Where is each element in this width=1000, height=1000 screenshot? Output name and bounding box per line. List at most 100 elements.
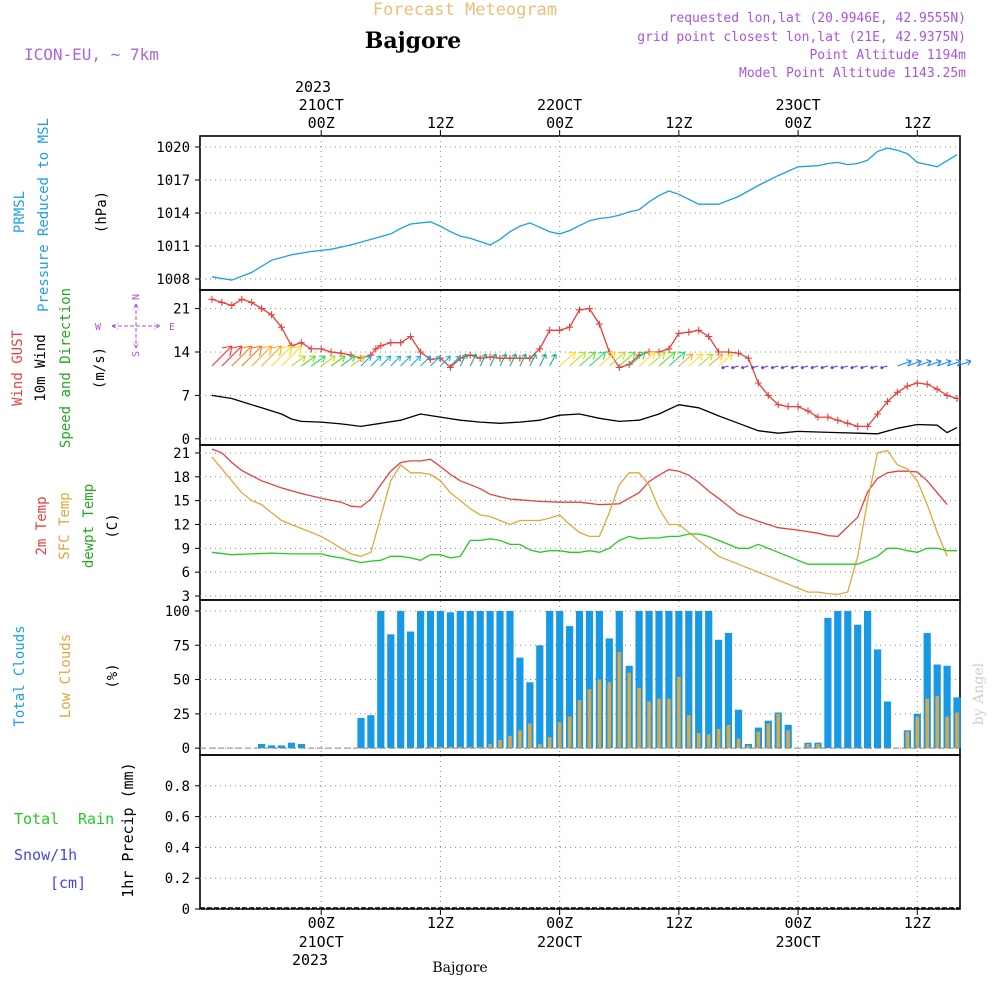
total-cloud-bar [844, 611, 852, 749]
wind-gust-marker [854, 422, 862, 430]
total-cloud-bar [446, 612, 454, 749]
wind-direction-arrow [549, 353, 557, 367]
wind-direction-arrow [608, 351, 626, 367]
low-cloud-bar [647, 701, 651, 749]
wind-gust-marker [784, 403, 792, 411]
wind-unit: (m/s) [92, 347, 108, 389]
wind-gust-marker [814, 413, 822, 421]
wind-y-tick-label: 7 [182, 388, 190, 404]
wind-direction-arrow [360, 355, 372, 367]
total-cloud-bar [426, 611, 435, 749]
wind-direction-arrow [718, 353, 734, 367]
wind-direction-arrow [628, 351, 646, 367]
bottom-hour-label: 00Z [546, 914, 573, 932]
low-cloud-bar [488, 744, 492, 749]
total-cloud-bar [665, 611, 673, 749]
temperature-y-tick-label: 6 [182, 565, 190, 581]
requested-coords: requested lon,lat (20.9946E, 42.9555N) [669, 11, 966, 26]
total-cloud-bar [496, 611, 504, 749]
top-hour-label: 00Z [546, 114, 573, 132]
low-cloud-bar [905, 731, 910, 749]
precip-cm-label: [cm] [50, 874, 86, 892]
bottom-hour-label: 12Z [427, 914, 454, 932]
total-cloud-bar [685, 611, 693, 749]
low-cloud-bar [448, 746, 453, 749]
wind-gust-marker [874, 410, 882, 418]
wind-direction-arrow [698, 353, 714, 367]
wind-direction-arrow [927, 359, 942, 367]
clouds-y-tick-label: 25 [173, 707, 190, 723]
total-cloud-bar [695, 611, 703, 749]
bottom-hour-label: 12Z [665, 914, 692, 932]
wind-gust-marker [705, 333, 713, 340]
top-time-axis: 2023 [295, 78, 331, 96]
low-cloud-bar [776, 713, 780, 749]
compass-vertical-arrows [132, 303, 140, 349]
wind-gust-marker [397, 339, 405, 347]
wind-direction-arrow [519, 353, 528, 367]
total-cloud-bar [506, 611, 514, 749]
compass-w: W [95, 322, 102, 333]
wind-y-tick-label: 21 [173, 302, 190, 318]
data-marks [200, 147, 972, 909]
precipitation-y-tick-label: 0.8 [165, 779, 190, 795]
wind-direction-arrow [678, 353, 694, 367]
wind-gust-marker [248, 298, 256, 306]
low-cloud-bar [716, 728, 721, 749]
wind-direction-arrow [648, 351, 666, 367]
low-cloud-bar [528, 723, 532, 749]
wind-direction-arrow [850, 365, 858, 370]
low-cloud-bar [756, 731, 761, 749]
wind-direction-arrow [301, 355, 316, 367]
low-cloud-bar [726, 724, 731, 749]
low-cloud-bar [955, 712, 959, 749]
total-cloud-bar [277, 745, 286, 749]
wind-direction-arrow [830, 365, 838, 370]
wind-gust-marker [615, 364, 623, 371]
low-cloud-bar [736, 738, 741, 749]
wind-direction-arrow [370, 355, 382, 367]
wind-direction-arrow [489, 353, 498, 367]
total-cloud-bar [943, 665, 951, 749]
bottom-date-label: 21OCT [299, 933, 344, 951]
wind-gust-marker [526, 354, 534, 362]
low-cloud-bar [428, 746, 433, 749]
temp-labels: 2m Temp SFC Temp dewpt Temp (C) [34, 484, 121, 568]
precip-unit: 1hr Precip (mm) [119, 762, 137, 897]
wind-direction-arrow [569, 351, 587, 367]
wind-gust-marker [953, 395, 961, 402]
wind-gust-marker [675, 329, 683, 337]
total-cloud-bar [566, 626, 574, 749]
low-cloud-bar [806, 744, 810, 749]
grid-point-coords: grid point closest lon,lat (21E, 42.9375… [637, 30, 966, 45]
bottom-year: 2023 [292, 951, 328, 969]
wind-direction-arrow [760, 365, 769, 370]
temp-unit: (C) [105, 513, 121, 538]
top-hour-label: 00Z [785, 114, 812, 132]
wind-gust-marker [317, 345, 325, 353]
low-cloud-bar [786, 730, 790, 749]
precipitation-y-tick-label: 0.6 [165, 810, 190, 826]
temperature-panel-frame [199, 444, 961, 601]
pressure-y-tick-label: 1014 [156, 206, 190, 222]
total-cloud-bar [297, 744, 305, 749]
low-cloud-bar [508, 735, 512, 749]
wind-gust-marker [834, 416, 842, 424]
wind-10m-line [211, 394, 958, 435]
wind-gust-marker [665, 345, 673, 353]
pressure-y-tick-label: 1020 [156, 140, 190, 156]
top-hour-label: 12Z [665, 114, 692, 132]
wind-direction-arrow [800, 365, 809, 370]
wind-gust-marker [883, 398, 891, 406]
low-cloud-bar [667, 698, 671, 749]
wind-direction-arrow [261, 345, 283, 367]
top-hour-label: 12Z [904, 114, 931, 132]
wind-gust-marker [307, 345, 315, 353]
wind-direction-arrow [310, 355, 326, 367]
top-hour-label: 12Z [427, 114, 454, 132]
wind-direction-arrow [251, 345, 273, 367]
temperature-y-tick-label: 9 [182, 541, 190, 557]
wind-gust-marker [476, 354, 484, 362]
precipitation-panel-frame [199, 754, 961, 910]
total-cloud-bar [466, 611, 474, 749]
